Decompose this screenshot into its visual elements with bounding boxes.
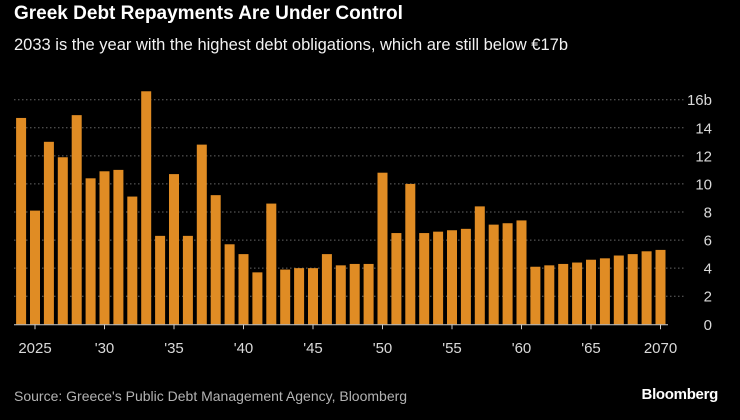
x-tick-label: 2025 — [18, 340, 51, 357]
bar-2030 — [99, 171, 110, 325]
bar-2061 — [530, 266, 541, 325]
bar-2048 — [349, 263, 360, 325]
bar-2027 — [57, 157, 68, 325]
bar-2066 — [599, 258, 610, 325]
bar-2044 — [294, 268, 305, 325]
bar-2063 — [558, 263, 569, 325]
x-tick-label: '40 — [234, 340, 254, 357]
bar-2026 — [43, 141, 54, 325]
bar-2033 — [141, 91, 152, 325]
y-tick-label: 6 — [704, 233, 712, 250]
bar-2025 — [30, 210, 40, 325]
x-tick-label: '30 — [95, 340, 115, 357]
bar-2068 — [627, 254, 638, 325]
bar-2045 — [308, 268, 318, 325]
bar-2070 — [655, 249, 666, 325]
y-tick-label: 2 — [704, 289, 712, 306]
y-tick-label: 0 — [704, 317, 712, 334]
bar-2029 — [85, 178, 96, 325]
bar-2059 — [502, 223, 513, 325]
bar-2035 — [169, 174, 179, 325]
y-tick-label: 12 — [695, 148, 712, 165]
bar-2036 — [182, 235, 193, 325]
x-tick-label: '35 — [164, 340, 184, 357]
bar-2064 — [572, 262, 583, 325]
bar-2039 — [224, 244, 235, 325]
bar-2060 — [516, 220, 527, 325]
bar-2067 — [613, 255, 624, 325]
y-tick-label: 8 — [704, 205, 712, 222]
bar-chart: 0 2 4 6 8 10 12 14 16b 2025 '30 '35 '40 '45 '50 '55 '60 '… — [14, 91, 712, 357]
y-tick-label: 16b — [687, 92, 712, 109]
bars — [16, 91, 666, 325]
bar-2028 — [71, 115, 82, 325]
x-tick-label: '45 — [303, 340, 323, 357]
bar-2056 — [460, 228, 471, 325]
x-tick-label: '60 — [512, 340, 532, 357]
bar-2065 — [586, 259, 596, 325]
bar-2069 — [641, 251, 652, 325]
source-note: Source: Greece's Public Debt Management … — [14, 388, 408, 404]
bar-2040 — [238, 254, 249, 325]
x-tick-label: '55 — [442, 340, 462, 357]
bar-2055 — [447, 230, 457, 325]
bar-2043 — [280, 269, 291, 325]
bar-2037 — [196, 144, 207, 325]
x-tick-label: '50 — [373, 340, 393, 357]
bar-2032 — [127, 196, 138, 325]
bar-2042 — [266, 203, 277, 325]
bar-2062 — [544, 265, 555, 325]
bar-2031 — [113, 169, 124, 325]
bar-2053 — [419, 233, 430, 325]
bar-2049 — [363, 263, 374, 325]
y-tick-label: 10 — [695, 176, 712, 193]
bar-2041 — [252, 272, 263, 325]
axes: 0 2 4 6 8 10 12 14 16b 2025 '30 '35 '40 '45 '50 '55 '60 '… — [14, 92, 712, 357]
bar-2054 — [433, 231, 444, 325]
y-tick-label: 4 — [704, 261, 712, 278]
bar-2051 — [391, 233, 402, 325]
bar-2024 — [16, 117, 27, 325]
x-tick-label: '65 — [581, 340, 601, 357]
bloomberg-logo: Bloomberg — [641, 386, 719, 403]
bar-2038 — [210, 195, 221, 325]
bar-2034 — [155, 235, 166, 325]
bar-2052 — [405, 183, 416, 325]
x-tick-label: 2070 — [644, 340, 677, 357]
bar-2057 — [474, 206, 485, 325]
bar-2058 — [488, 224, 499, 325]
chart-title: Greek Debt Repayments Are Under Control — [14, 3, 403, 24]
bar-2050 — [377, 172, 388, 325]
bar-2047 — [335, 265, 346, 325]
y-tick-label: 14 — [695, 120, 712, 137]
chart-subtitle: 2033 is the year with the highest debt o… — [14, 36, 569, 54]
bar-2046 — [321, 254, 332, 325]
